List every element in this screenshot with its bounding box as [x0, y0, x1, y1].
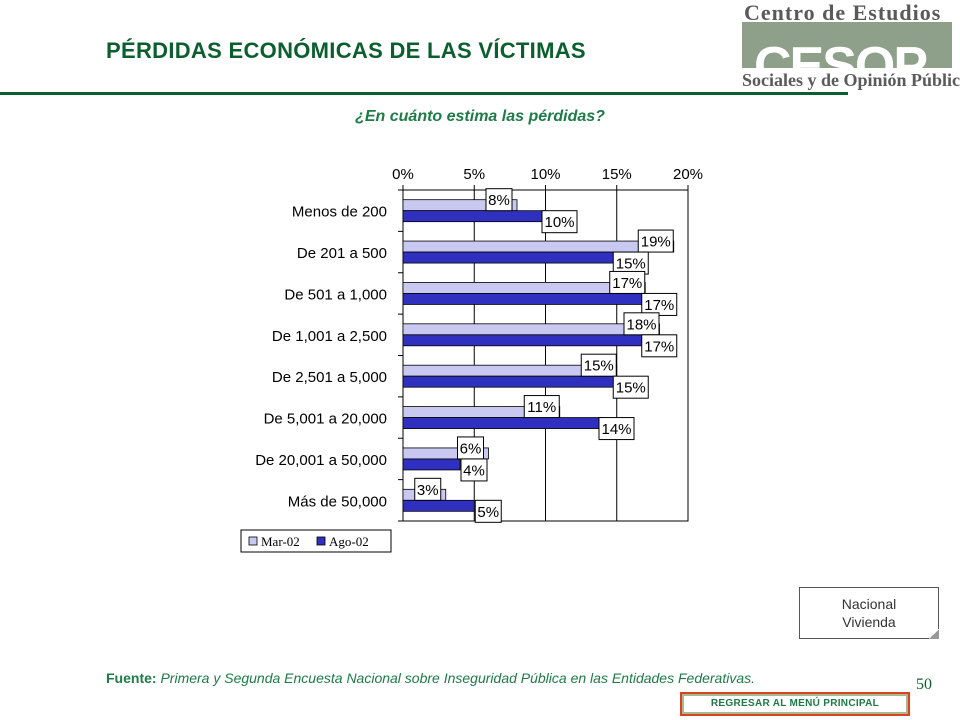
note-line-2: Vivienda	[842, 614, 896, 630]
data-label: 17%	[644, 297, 674, 314]
x-tick-label: 0%	[392, 166, 414, 183]
data-label-box	[460, 458, 488, 482]
category-label: De 5,001 a 20,000	[264, 411, 387, 428]
data-label-box	[637, 229, 674, 253]
x-tick-label: 20%	[673, 166, 703, 183]
note-box: Nacional Vivienda	[799, 587, 939, 639]
source-note: Fuente: Primera y Segunda Encuesta Nacio…	[106, 670, 755, 686]
data-label: 6%	[460, 440, 482, 457]
category-label: De 2,501 a 5,000	[272, 369, 387, 386]
legend-label: Mar-02	[261, 534, 300, 549]
data-label-box	[541, 210, 578, 234]
category-label: De 201 a 500	[297, 245, 387, 262]
bar-ago02	[402, 210, 546, 223]
data-label: 18%	[626, 316, 656, 333]
data-label: 4%	[463, 462, 485, 479]
data-label-box	[609, 270, 646, 294]
data-label: 15%	[616, 256, 646, 273]
legend-swatch	[248, 536, 258, 546]
x-tick-label: 5%	[463, 166, 485, 183]
page-number: 50	[916, 676, 932, 693]
page-title: PÉRDIDAS ECONÓMICAS DE LAS VÍCTIMAS	[106, 38, 586, 63]
data-label-box	[485, 188, 513, 212]
data-label: 15%	[584, 358, 614, 375]
data-label: 14%	[601, 421, 631, 438]
data-label-box	[612, 375, 649, 399]
data-label: 11%	[527, 399, 556, 416]
bar-ago02	[402, 499, 475, 512]
bar-mar02	[402, 323, 660, 336]
data-label-box	[641, 334, 678, 358]
category-label: Más de 50,000	[288, 493, 387, 510]
legend-swatch	[316, 536, 326, 546]
data-label-box	[474, 499, 502, 523]
x-tick-label: 10%	[530, 166, 560, 183]
bar-mar02	[402, 240, 675, 253]
bar-ago02	[402, 251, 618, 264]
note-line-1: Nacional	[841, 596, 897, 612]
category-label: De 501 a 1,000	[284, 286, 387, 303]
note-fold-corner	[929, 629, 939, 639]
bar-ago02	[402, 458, 461, 471]
logo-word: CESOP	[754, 37, 928, 95]
data-label: 17%	[644, 338, 674, 355]
data-label: 5%	[477, 504, 499, 521]
chart-subtitle: ¿En cuánto estima las pérdidas?	[355, 108, 605, 125]
category-label: De 20,001 a 50,000	[255, 452, 387, 469]
data-label-box	[414, 477, 442, 501]
logo-bottom-text: Sociales y de Opinión Pública	[742, 70, 960, 90]
data-label-box	[598, 417, 635, 441]
back-to-menu-button[interactable]: REGRESAR AL MENÚ PRINCIPAL	[680, 692, 910, 716]
data-label-box	[523, 395, 560, 419]
legend-box	[240, 529, 392, 553]
source-label: Fuente:	[106, 670, 157, 686]
data-label: 10%	[544, 214, 574, 231]
bar-ago02	[402, 417, 603, 429]
back-to-menu-label: REGRESAR AL MENÚ PRINCIPAL	[684, 696, 906, 712]
data-label: 3%	[417, 482, 439, 499]
data-label: 19%	[641, 234, 671, 251]
cesop-logo: Centro de Estudios CESOP Sociales y de O…	[736, 0, 960, 100]
data-label: 17%	[612, 275, 642, 292]
legend-label: Ago-02	[329, 534, 369, 549]
bar-ago02	[402, 293, 646, 305]
category-label: Menos de 200	[292, 204, 387, 221]
data-label-box	[580, 353, 617, 377]
x-tick-label: 15%	[602, 166, 632, 183]
bar-ago02	[402, 334, 646, 347]
header-divider	[0, 92, 848, 95]
data-label: 8%	[488, 192, 510, 209]
category-label: De 1,001 a 2,500	[272, 328, 387, 345]
source-text: Primera y Segunda Encuesta Nacional sobr…	[156, 670, 756, 686]
logo-mark: CESOP	[742, 22, 952, 94]
data-label: 15%	[616, 380, 646, 397]
bar-ago02	[402, 375, 618, 388]
bar-mar02	[402, 282, 646, 294]
logo-top-text: Centro de Estudios	[744, 0, 942, 25]
